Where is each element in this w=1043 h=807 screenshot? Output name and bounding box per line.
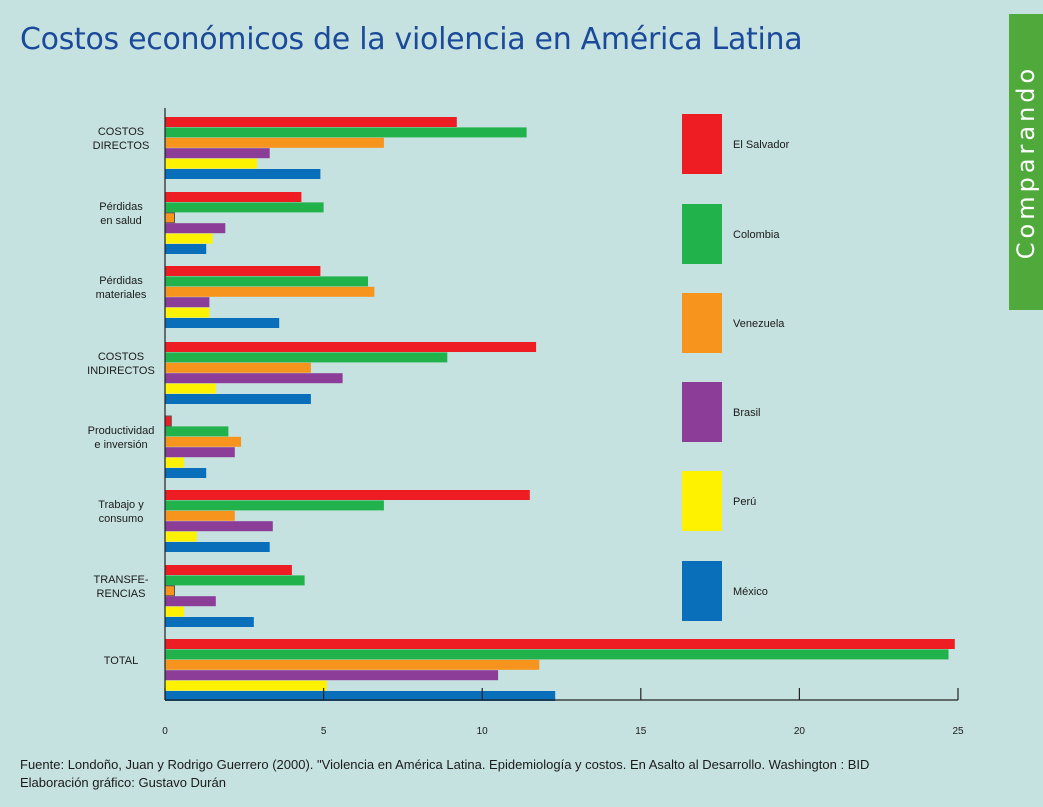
bar-el-salvador-6 — [165, 565, 292, 575]
bar-el-salvador-4 — [164, 415, 172, 427]
bar-venezuela-7 — [165, 659, 540, 670]
bar-el-salvador-5 — [165, 490, 530, 500]
bar-m-xico-2 — [165, 318, 280, 328]
bar-el-salvador-0 — [165, 117, 457, 127]
bar-el-salvador-1 — [165, 192, 302, 202]
bar-venezuela-0 — [165, 137, 384, 148]
category-label-line: Trabajo y — [98, 499, 144, 511]
bar-per--7 — [165, 680, 327, 691]
legend-label-per-: Perú — [733, 496, 756, 508]
bar-colombia-0 — [165, 127, 527, 138]
category-labels: COSTOS DIRECTOS Pérdidas en salud Pérdidas ma… — [87, 126, 155, 667]
bar-colombia-6 — [165, 575, 305, 586]
bar-colombia-2 — [165, 276, 368, 287]
legend-label-el-salvador: El Salvador — [733, 139, 790, 151]
bar-el-salvador-7 — [165, 639, 955, 649]
x-tick-label-20: 20 — [794, 726, 806, 737]
bar-brasil-6 — [165, 596, 216, 607]
category-label-line: e inversión — [94, 439, 147, 451]
bar-m-xico-6 — [165, 617, 254, 627]
bar-colombia-4 — [165, 426, 229, 437]
axes-group: 0 5 10 15 20 25 — [162, 108, 964, 737]
category-label-line: TOTAL — [104, 655, 138, 667]
legend-swatch-m-xico — [682, 561, 722, 621]
bar-colombia-5 — [165, 500, 384, 511]
source-note: Fuente: Londoño, Juan y Rodrigo Guerrero… — [20, 756, 869, 792]
bar-venezuela-2 — [165, 286, 375, 297]
legend-label-brasil: Brasil — [733, 407, 761, 419]
bar-per--3 — [165, 383, 216, 394]
category-label-0: COSTOS DIRECTOS — [93, 126, 150, 152]
bar-m-xico-5 — [165, 542, 270, 552]
category-label-1: Pérdidas en salud — [99, 201, 143, 227]
category-label-line: en salud — [100, 215, 142, 227]
category-label-4: Productividad e inversión — [88, 425, 155, 451]
bar-brasil-3 — [165, 373, 343, 384]
x-tick-label-15: 15 — [635, 726, 647, 737]
bar-per--5 — [165, 531, 197, 542]
bar-per--2 — [165, 307, 210, 318]
legend-swatch-el-salvador — [682, 114, 722, 174]
bar-m-xico-3 — [165, 394, 311, 404]
bars-group — [164, 117, 955, 701]
category-label-line: DIRECTOS — [93, 140, 150, 152]
bar-m-xico-1 — [165, 244, 207, 254]
category-label-line: Pérdidas — [99, 201, 143, 213]
bar-venezuela-3 — [165, 362, 311, 373]
bar-colombia-1 — [165, 202, 324, 213]
x-tick-label-10: 10 — [477, 726, 489, 737]
source-line: Fuente: Londoño, Juan y Rodrigo Guerrero… — [20, 757, 870, 772]
x-tick-label-5: 5 — [321, 726, 327, 737]
bar-m-xico-0 — [165, 169, 321, 179]
bar-colombia-7 — [165, 649, 949, 660]
bar-brasil-2 — [165, 297, 210, 308]
legend-label-venezuela: Venezuela — [733, 318, 785, 330]
category-label-line: COSTOS — [98, 126, 144, 138]
legend-label-colombia: Colombia — [733, 229, 780, 241]
category-label-line: Productividad — [88, 425, 155, 437]
bar-per--1 — [165, 233, 213, 244]
category-label-5: Trabajo y consumo — [98, 499, 144, 525]
bar-venezuela-6 — [164, 585, 175, 597]
category-label-line: materiales — [96, 289, 147, 301]
x-tick-label-0: 0 — [162, 726, 168, 737]
category-label-2: Pérdidas materiales — [96, 275, 147, 301]
bar-venezuela-5 — [165, 510, 235, 521]
bar-per--0 — [165, 158, 257, 169]
credit-line: Elaboración gráfico: Gustavo Durán — [20, 775, 226, 790]
category-label-line: RENCIAS — [97, 588, 146, 600]
bar-m-xico-4 — [165, 468, 207, 478]
legend: El Salvador Colombia Venezuela Brasil Perú Mé… — [682, 114, 790, 621]
category-label-line: consumo — [99, 513, 144, 525]
bar-brasil-4 — [165, 447, 235, 458]
bar-el-salvador-2 — [165, 266, 321, 276]
category-label-6: TRANSFE- RENCIAS — [94, 574, 149, 600]
bar-el-salvador-3 — [165, 342, 537, 352]
legend-swatch-colombia — [682, 204, 722, 264]
bar-per--4 — [165, 457, 184, 468]
legend-label-m-xico: México — [733, 586, 768, 598]
bar-brasil-0 — [165, 148, 270, 159]
category-label-line: TRANSFE- — [94, 574, 149, 586]
bar-venezuela-4 — [165, 436, 242, 447]
x-tick-label-25: 25 — [952, 726, 964, 737]
bar-brasil-1 — [165, 223, 226, 234]
category-label-3: COSTOS INDIRECTOS — [87, 351, 155, 377]
category-label-line: Pérdidas — [99, 275, 143, 287]
bar-colombia-3 — [165, 352, 448, 363]
bar-m-xico-7 — [165, 691, 556, 701]
legend-swatch-per- — [682, 471, 722, 531]
legend-swatch-venezuela — [682, 293, 722, 353]
section-tab: Comparando — [1009, 14, 1043, 310]
category-label-line: INDIRECTOS — [87, 365, 155, 377]
bar-venezuela-1 — [164, 212, 175, 224]
chart-title: Costos económicos de la violencia en Amé… — [20, 22, 803, 57]
legend-swatch-brasil — [682, 382, 722, 442]
bar-brasil-7 — [165, 670, 499, 681]
bar-brasil-5 — [165, 521, 273, 532]
bar-per--6 — [165, 606, 184, 617]
category-label-7: TOTAL — [104, 655, 138, 667]
category-label-line: COSTOS — [98, 351, 144, 363]
